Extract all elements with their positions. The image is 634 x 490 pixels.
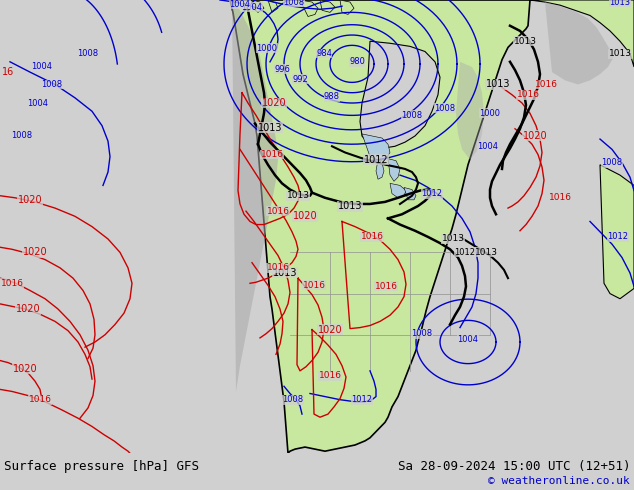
Text: 1012: 1012 bbox=[364, 155, 388, 165]
Text: 1016: 1016 bbox=[517, 90, 540, 99]
Text: Sa 28-09-2024 15:00 UTC (12+51): Sa 28-09-2024 15:00 UTC (12+51) bbox=[398, 460, 630, 473]
Text: 1016: 1016 bbox=[266, 207, 290, 216]
Text: 1004: 1004 bbox=[477, 142, 498, 151]
Text: 1004: 1004 bbox=[32, 62, 53, 72]
Text: 1008: 1008 bbox=[41, 80, 63, 89]
Text: 1013: 1013 bbox=[486, 79, 510, 90]
Text: 1004: 1004 bbox=[230, 0, 250, 9]
Text: 1004: 1004 bbox=[27, 98, 48, 107]
Polygon shape bbox=[360, 41, 440, 148]
Text: 1013: 1013 bbox=[258, 122, 282, 133]
Polygon shape bbox=[362, 134, 390, 161]
Polygon shape bbox=[390, 183, 406, 198]
Text: 1008: 1008 bbox=[434, 104, 456, 113]
Polygon shape bbox=[340, 0, 354, 14]
Text: 1016: 1016 bbox=[261, 150, 283, 159]
Text: 1004: 1004 bbox=[242, 3, 262, 12]
Text: 1000: 1000 bbox=[479, 109, 500, 118]
Polygon shape bbox=[545, 2, 614, 84]
Text: 1020: 1020 bbox=[522, 131, 547, 141]
Text: 1013: 1013 bbox=[514, 37, 536, 46]
Text: 1008: 1008 bbox=[411, 329, 432, 338]
Text: 1016: 1016 bbox=[29, 395, 51, 404]
Text: 1008: 1008 bbox=[401, 111, 423, 120]
Text: 1020: 1020 bbox=[293, 211, 317, 221]
Polygon shape bbox=[530, 0, 634, 67]
Text: 1008: 1008 bbox=[11, 131, 32, 141]
Text: 1016: 1016 bbox=[1, 279, 23, 288]
Polygon shape bbox=[252, 0, 264, 12]
Text: 1020: 1020 bbox=[318, 325, 342, 335]
Text: 988: 988 bbox=[324, 92, 340, 101]
Text: 1016: 1016 bbox=[548, 193, 571, 202]
Polygon shape bbox=[376, 160, 384, 179]
Polygon shape bbox=[300, 0, 318, 17]
Text: 1012: 1012 bbox=[351, 395, 373, 404]
Text: 1020: 1020 bbox=[16, 304, 41, 314]
Text: 1013: 1013 bbox=[474, 248, 498, 257]
Text: 1012: 1012 bbox=[422, 189, 443, 198]
Text: 1008: 1008 bbox=[602, 158, 623, 167]
Text: 1016: 1016 bbox=[266, 263, 290, 272]
Polygon shape bbox=[320, 0, 335, 12]
Polygon shape bbox=[388, 159, 400, 181]
Text: 1016: 1016 bbox=[302, 281, 325, 290]
Text: 1016: 1016 bbox=[534, 80, 557, 89]
Polygon shape bbox=[232, 0, 278, 392]
Polygon shape bbox=[600, 165, 634, 299]
Text: 1004: 1004 bbox=[458, 336, 479, 344]
Text: 1013: 1013 bbox=[609, 0, 631, 6]
Text: 996: 996 bbox=[274, 65, 290, 74]
Text: 1020: 1020 bbox=[13, 364, 37, 374]
Polygon shape bbox=[230, 0, 530, 453]
Text: 980: 980 bbox=[349, 57, 365, 66]
Text: 1013: 1013 bbox=[338, 201, 362, 211]
Text: 1008: 1008 bbox=[283, 0, 304, 6]
Text: 1013: 1013 bbox=[441, 235, 465, 244]
Polygon shape bbox=[268, 0, 278, 12]
Text: 1020: 1020 bbox=[23, 247, 48, 257]
Text: 1012: 1012 bbox=[455, 248, 476, 257]
Text: 992: 992 bbox=[292, 75, 308, 84]
Text: 1020: 1020 bbox=[18, 195, 42, 205]
Text: 1012: 1012 bbox=[607, 232, 628, 242]
Text: 16: 16 bbox=[2, 67, 14, 77]
Text: 1000: 1000 bbox=[257, 44, 278, 53]
Text: 1013: 1013 bbox=[287, 191, 309, 200]
Text: 1016: 1016 bbox=[361, 232, 384, 242]
Text: 1008: 1008 bbox=[77, 49, 98, 58]
Text: Surface pressure [hPa] GFS: Surface pressure [hPa] GFS bbox=[4, 460, 199, 473]
Text: 1016: 1016 bbox=[375, 282, 398, 291]
Text: 1008: 1008 bbox=[282, 395, 304, 404]
Text: 1020: 1020 bbox=[262, 98, 287, 108]
Text: © weatheronline.co.uk: © weatheronline.co.uk bbox=[488, 476, 630, 486]
Text: 1013: 1013 bbox=[273, 268, 297, 278]
Text: 984: 984 bbox=[316, 49, 332, 58]
Polygon shape bbox=[456, 62, 484, 160]
Polygon shape bbox=[404, 188, 416, 200]
Text: 1013: 1013 bbox=[609, 49, 631, 58]
Text: 1016: 1016 bbox=[318, 371, 342, 381]
